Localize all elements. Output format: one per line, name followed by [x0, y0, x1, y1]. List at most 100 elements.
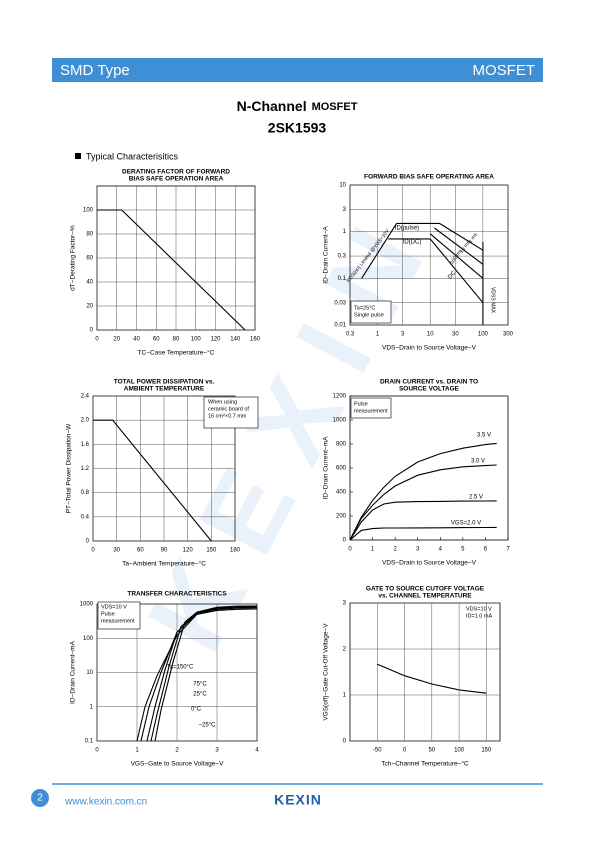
x-tick-label: 160	[250, 337, 261, 343]
x-tick-label: 3	[215, 748, 219, 754]
chart-title: GATE TO SOURCE CUTOFF VOLTAGE	[366, 586, 485, 593]
series-line	[349, 500, 497, 541]
y-tick-label: 1	[343, 693, 347, 699]
x-tick-label: 2	[175, 748, 179, 754]
header-left: SMD Type	[60, 62, 130, 79]
series-label: ID(pulse)	[395, 226, 419, 232]
y-tick-label: 0.1	[338, 276, 347, 282]
y-tick-label: 800	[336, 442, 347, 448]
x-tick-label: 1	[376, 332, 380, 338]
x-tick-label: 6	[484, 547, 488, 553]
y-tick-label: 0	[343, 538, 347, 544]
series-line	[154, 605, 258, 742]
y-axis-label: ID−Drain Current−mA	[70, 640, 77, 704]
chart: TRANSFER CHARACTERISTICS VGS−Gate to Sour…	[70, 591, 260, 768]
page-badge	[31, 789, 49, 807]
x-axis-label: Tch−Channel Temperature−°C	[381, 760, 469, 768]
x-tick-label: 120	[183, 548, 194, 554]
y-tick-label: 0	[90, 328, 94, 334]
series-label: 3.5 V	[477, 433, 491, 439]
bullet	[75, 153, 81, 159]
series-line	[377, 663, 487, 694]
y-tick-label: 80	[86, 232, 93, 238]
chart-title: BIAS SAFE OPERATION AREA	[129, 176, 224, 183]
part-number: 2SK1593	[268, 120, 327, 136]
series-label: 25°C	[193, 692, 207, 698]
chart-title: DERATING FACTOR OF FORWARD	[122, 169, 230, 176]
x-tick-label: 50	[428, 748, 435, 754]
doc-title: N-Channel MOSFET	[237, 98, 358, 114]
series-line	[439, 222, 484, 251]
y-axis-label: ID−Drain Current−A	[323, 226, 330, 284]
x-tick-label: 20	[113, 337, 120, 343]
y-axis-label: PT−Total Power Dissipation−W	[66, 423, 73, 513]
y-tick-label: 0	[343, 739, 347, 745]
x-tick-label: 60	[137, 548, 144, 554]
y-tick-label: 20	[86, 304, 93, 310]
x-tick-label: 0	[95, 748, 99, 754]
x-tick-label: 180	[230, 548, 241, 554]
series-line	[434, 227, 484, 265]
footer-logo: KEXIN	[274, 792, 322, 808]
y-tick-label: 1.6	[81, 442, 90, 448]
series-label: VDSS MAX	[490, 287, 496, 314]
y-tick-label: 1	[90, 704, 94, 710]
chart-title: vs. CHANNEL TEMPERATURE	[378, 593, 472, 600]
series-label: 1 ms	[468, 232, 479, 245]
series-line	[349, 526, 497, 541]
y-tick-label: 3	[343, 601, 347, 607]
x-tick-label: 3	[416, 547, 420, 553]
x-tick-label: 0	[95, 337, 99, 343]
x-tick-label: 100	[454, 748, 465, 754]
x-tick-label: -50	[373, 748, 382, 754]
annotation: When using	[208, 399, 237, 405]
x-tick-label: 0	[91, 548, 95, 554]
annotation: 16 cm²×0.7 mm	[208, 413, 247, 419]
x-tick-label: 0	[348, 547, 352, 553]
annotation: VDS=10 V	[466, 606, 492, 612]
y-tick-label: 100	[83, 208, 94, 214]
y-tick-label: 2.4	[81, 394, 90, 400]
y-tick-label: 1.2	[81, 466, 90, 472]
x-tick-label: 4	[255, 748, 259, 754]
x-tick-label: 100	[191, 337, 202, 343]
chart-title: AMBIENT TEMPERATURE	[124, 386, 205, 393]
annotation-box	[350, 300, 392, 324]
annotation: VDS=10 V	[101, 604, 127, 610]
footer-url: www.kexin.com.cn	[64, 797, 147, 808]
y-tick-label: 0	[86, 539, 90, 545]
x-tick-label: 4	[439, 547, 443, 553]
x-axis-label: Ta−Ambient Temperature−°C	[122, 560, 206, 568]
x-tick-label: 5	[461, 547, 465, 553]
chart: TOTAL POWER DISSIPATION vs.AMBIENT TEMPE…	[66, 379, 259, 568]
chart-title: TRANSFER CHARACTERISTICS	[127, 591, 227, 598]
x-tick-label: 0.3	[346, 332, 355, 338]
page-number: 2	[37, 793, 43, 804]
header-bar	[52, 58, 543, 82]
series-label: 3.0 V	[471, 459, 485, 465]
chart-title: TOTAL POWER DISSIPATION vs.	[114, 379, 215, 386]
header-right: MOSFET	[473, 62, 536, 79]
x-tick-label: 2	[393, 547, 397, 553]
annotation: Single pulse	[354, 312, 384, 318]
y-tick-label: 1	[343, 229, 347, 235]
x-tick-label: 150	[206, 548, 217, 554]
y-tick-label: 2	[343, 647, 347, 653]
annotation: ID=1.0 mA	[466, 613, 492, 619]
series-line	[97, 209, 246, 331]
annotation: measurement	[101, 618, 135, 624]
x-tick-label: 1	[371, 547, 375, 553]
y-tick-label: 40	[86, 280, 93, 286]
title-main: N-Channel	[237, 98, 307, 114]
y-tick-label: 200	[336, 514, 347, 520]
series-line	[429, 233, 484, 279]
x-tick-label: 30	[113, 548, 120, 554]
series-line	[361, 223, 398, 279]
x-tick-label: 0	[403, 748, 407, 754]
y-axis-label: ID−Drain Current−mA	[323, 436, 330, 500]
x-axis-label: VDS−Drain to Source Voltage−V	[382, 560, 477, 567]
x-tick-label: 140	[230, 337, 241, 343]
